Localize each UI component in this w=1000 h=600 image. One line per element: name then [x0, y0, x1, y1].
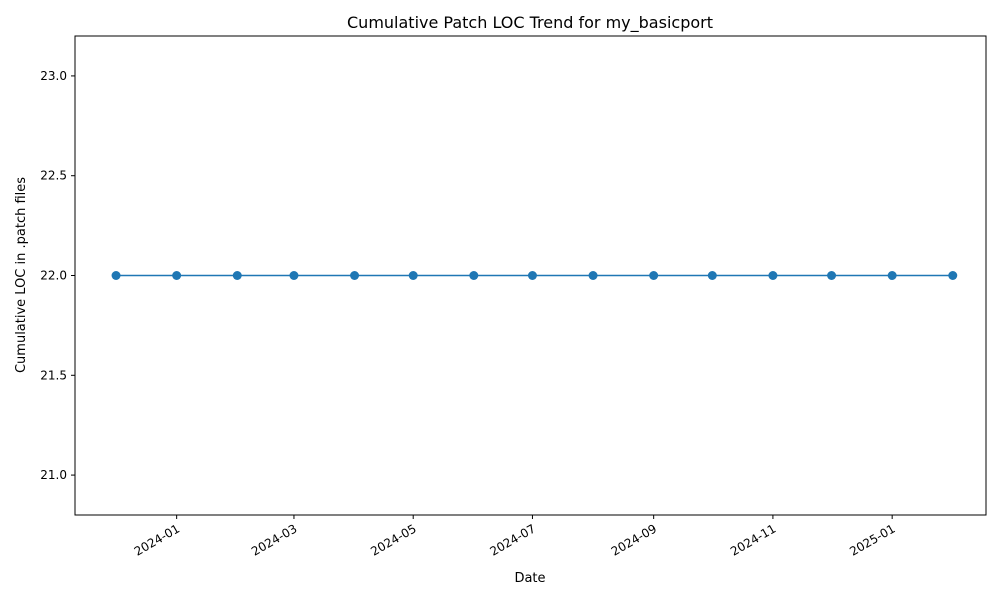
- x-axis: 2024-01 2024-03 2024-05 2024-07 2024-09 2024-…: [132, 515, 898, 559]
- x-tick-label: 2024-05: [368, 521, 418, 558]
- x-tick-label: 2025-01: [847, 521, 897, 558]
- data-point: [649, 271, 659, 280]
- y-tick-label: 21.0: [40, 468, 67, 482]
- data-point: [588, 271, 598, 280]
- data-point: [827, 271, 837, 280]
- y-tick-label: 22.0: [40, 269, 67, 283]
- y-axis: 21.0 21.5 22.0 22.5 23.0: [40, 69, 75, 482]
- data-point: [289, 271, 299, 280]
- series-layer: [111, 271, 958, 280]
- data-point: [707, 271, 717, 280]
- x-tick-label: 2024-03: [249, 521, 299, 558]
- y-tick-label: 21.5: [40, 368, 67, 382]
- data-point: [887, 271, 897, 280]
- chart-title: Cumulative Patch LOC Trend for my_basicp…: [347, 13, 713, 33]
- data-point: [232, 271, 242, 280]
- x-tick-label: 2024-09: [609, 521, 659, 558]
- data-point: [768, 271, 778, 280]
- data-point: [111, 271, 121, 280]
- x-tick-label: 2024-01: [132, 521, 182, 558]
- data-point: [527, 271, 537, 280]
- data-point: [948, 271, 958, 280]
- data-point: [408, 271, 418, 280]
- data-point: [350, 271, 360, 280]
- y-tick-label: 22.5: [40, 169, 67, 183]
- data-point: [172, 271, 182, 280]
- data-point: [469, 271, 479, 280]
- x-tick-label: 2024-07: [488, 521, 538, 558]
- x-axis-label: Date: [514, 571, 545, 586]
- y-axis-label: Cumulative LOC in .patch files: [14, 177, 29, 373]
- y-tick-label: 23.0: [40, 69, 67, 83]
- x-tick-label: 2024-11: [728, 521, 778, 558]
